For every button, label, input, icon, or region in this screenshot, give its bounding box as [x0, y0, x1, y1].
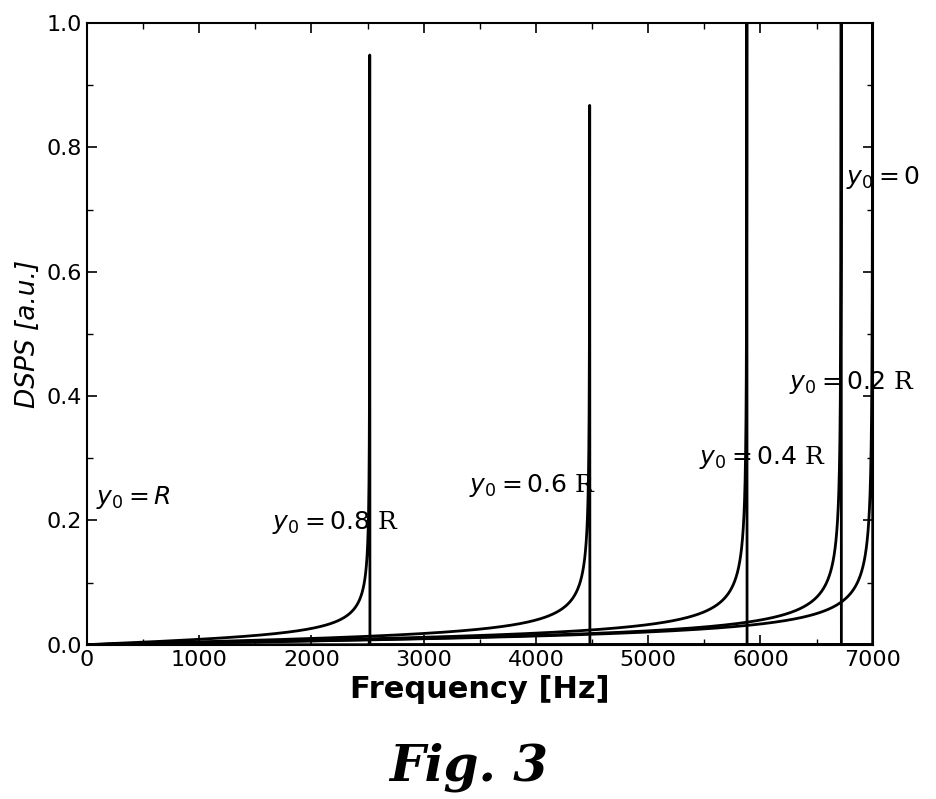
Text: $y_0 = 0.2$ R: $y_0 = 0.2$ R — [788, 369, 914, 396]
Text: $y_0 = 0.8$ R: $y_0 = 0.8$ R — [271, 509, 398, 536]
X-axis label: Frequency [Hz]: Frequency [Hz] — [350, 675, 609, 704]
Text: Fig. 3: Fig. 3 — [388, 742, 548, 792]
Text: $y_0 = 0$: $y_0 = 0$ — [845, 164, 919, 191]
Text: $y_0 = R$: $y_0 = R$ — [95, 484, 170, 511]
Y-axis label: DSPS [a.u.]: DSPS [a.u.] — [15, 260, 41, 408]
Text: $y_0 = 0.4$ R: $y_0 = 0.4$ R — [698, 443, 825, 471]
Text: $y_0 = 0.6$ R: $y_0 = 0.6$ R — [468, 471, 595, 499]
